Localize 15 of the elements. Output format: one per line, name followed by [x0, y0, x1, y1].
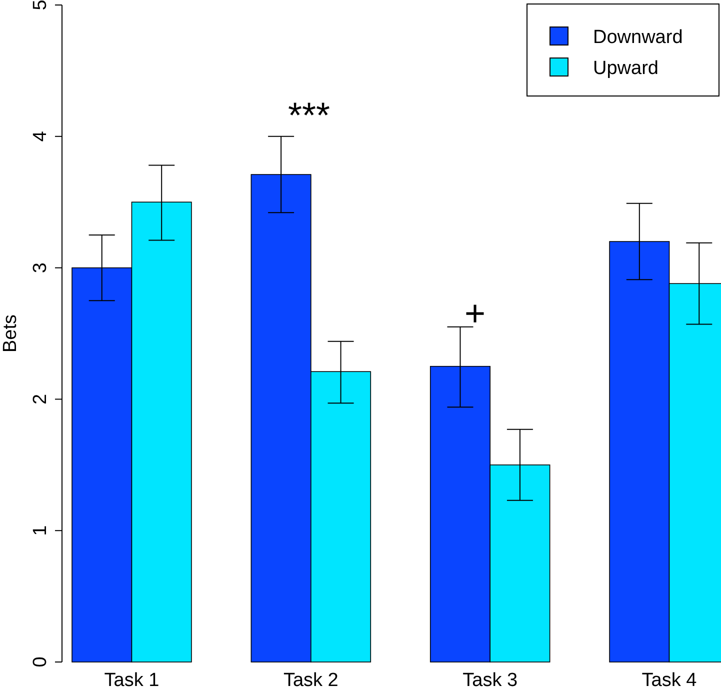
y-tick-label: 1 [30, 525, 51, 536]
x-tick-label: Task 3 [462, 670, 518, 689]
y-axis-title: Bets [0, 314, 21, 353]
y-tick-label: 0 [30, 656, 51, 668]
x-tick-label: Task 4 [642, 670, 698, 689]
y-tick-label: 3 [30, 262, 51, 274]
legend-label: Downward [593, 27, 683, 48]
annotation: *** [288, 94, 330, 136]
y-tick-label: 5 [30, 0, 51, 10]
y-tick-label: 2 [30, 394, 51, 404]
x-tick-label: Task 2 [283, 670, 338, 689]
x-tick-label: Task 1 [104, 670, 160, 689]
annotation: + [464, 292, 486, 334]
y-tick-label: 4 [30, 130, 51, 142]
legend-label: Upward [593, 58, 658, 79]
